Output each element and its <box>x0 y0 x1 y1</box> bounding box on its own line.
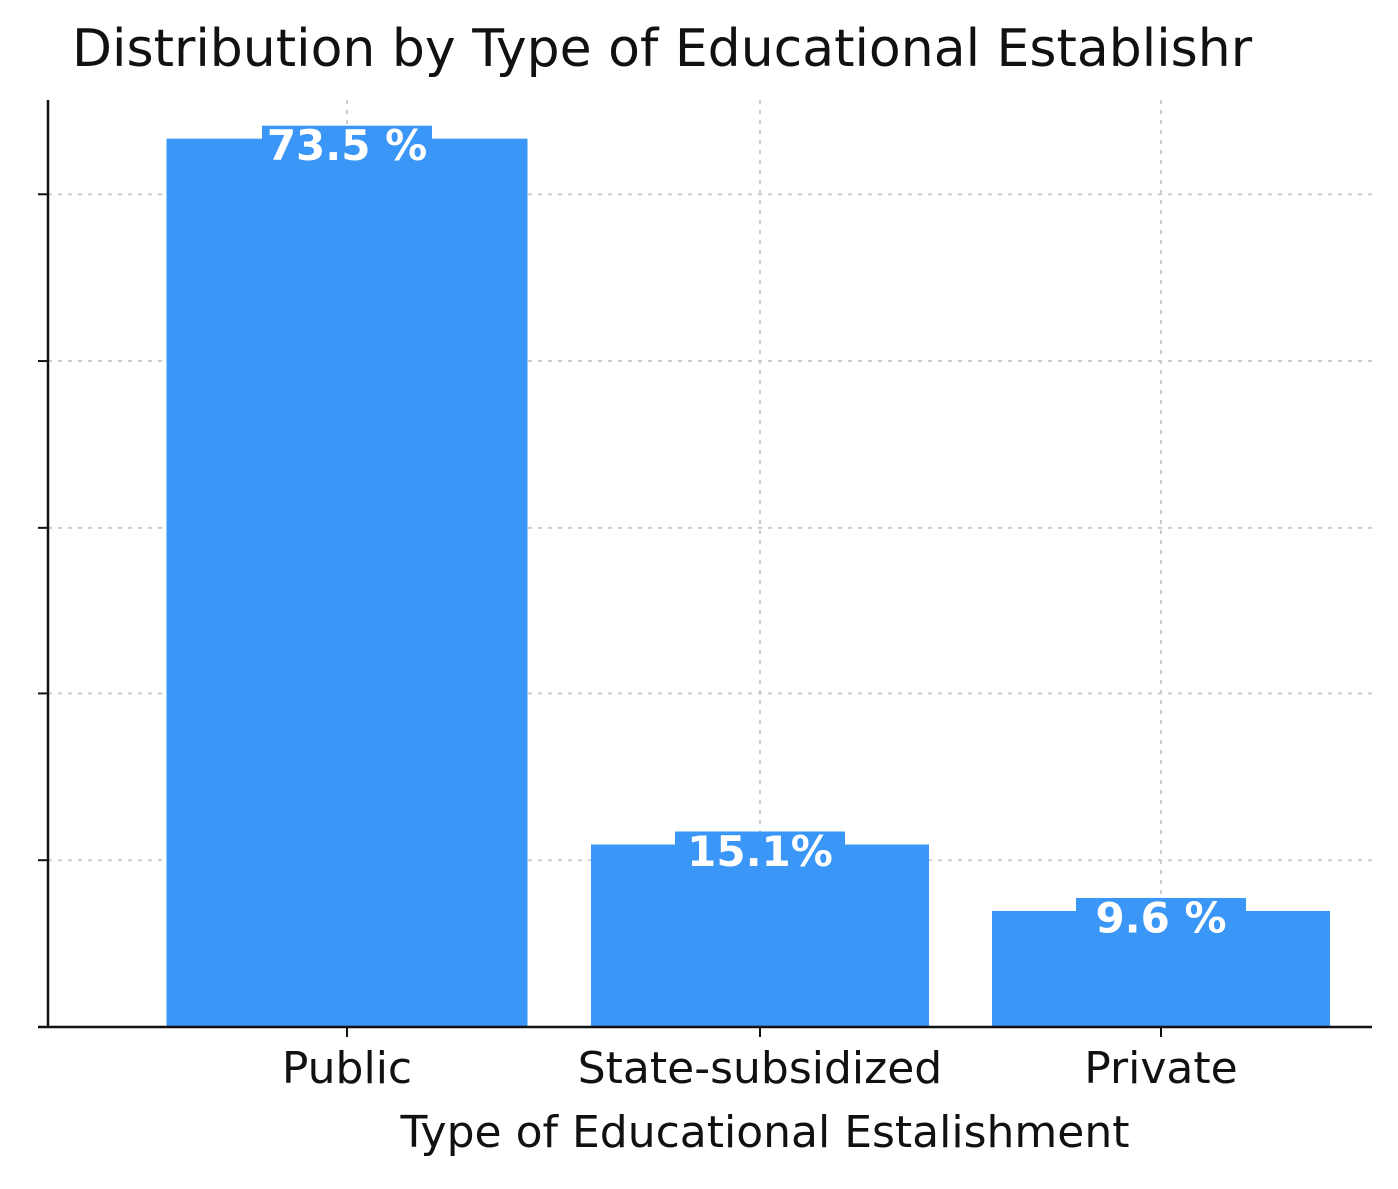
chart-title: Distribution by Type of Educational Esta… <box>72 19 1253 79</box>
value-label-box <box>1076 897 1246 938</box>
x-tick-label: State-subsidized <box>578 1043 942 1094</box>
bar <box>591 844 929 1027</box>
value-label-box <box>675 831 845 872</box>
value-label: 15.1% <box>687 827 833 876</box>
x-tick-label: Private <box>1084 1043 1237 1094</box>
x-axis-label: Type of Educational Estalishment <box>400 1107 1130 1158</box>
x-tick-label: Public <box>282 1043 412 1094</box>
value-label-box <box>262 125 432 166</box>
bar <box>166 138 528 1027</box>
value-label: 9.6 % <box>1095 893 1226 942</box>
value-label: 73.5 % <box>267 121 427 170</box>
